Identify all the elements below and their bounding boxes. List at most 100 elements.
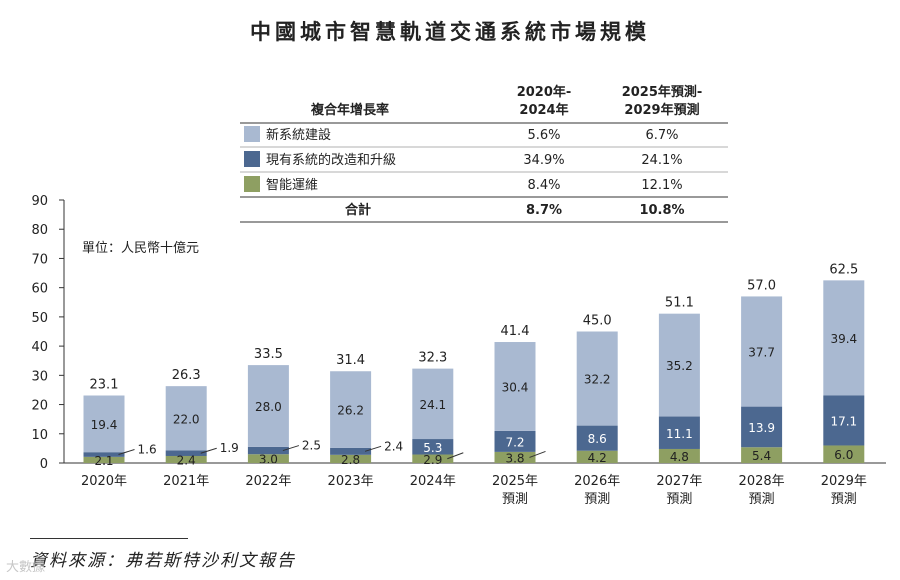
data-label-maintenance: 5.4 bbox=[752, 449, 771, 463]
cagr-col2-header-line2: 2029年預測 bbox=[624, 102, 699, 118]
data-label-upgrade: 1.6 bbox=[138, 443, 157, 457]
legend-swatch bbox=[244, 126, 260, 142]
bar-segment-new-build bbox=[823, 280, 865, 396]
legend-swatch bbox=[244, 151, 260, 167]
bar-segment-new-build bbox=[330, 371, 372, 448]
bars bbox=[83, 280, 865, 463]
data-label-new-build: 26.2 bbox=[337, 404, 364, 418]
source-divider bbox=[30, 538, 188, 539]
data-label-upgrade: 2.4 bbox=[384, 439, 403, 453]
data-label-new-build: 39.4 bbox=[830, 332, 857, 346]
cagr-total-2020-2024: 8.7% bbox=[526, 203, 562, 218]
data-label-total: 57.0 bbox=[747, 278, 776, 293]
y-tick-label: 80 bbox=[31, 223, 48, 238]
y-tick-label: 90 bbox=[31, 194, 48, 209]
bar-segment-maintenance bbox=[83, 456, 125, 463]
data-label-upgrade: 2.5 bbox=[302, 439, 321, 453]
data-label-total: 32.3 bbox=[418, 351, 447, 366]
data-label-upgrade: 7.2 bbox=[505, 435, 524, 449]
cagr-value-2020-2024: 5.6% bbox=[527, 128, 560, 143]
cagr-total-2025-2029: 10.8% bbox=[639, 203, 684, 218]
bar-segment-upgrade bbox=[247, 446, 289, 455]
x-tick-label: 2025年 bbox=[492, 474, 538, 489]
bar-segment-maintenance bbox=[658, 448, 700, 463]
data-label-maintenance: 4.2 bbox=[588, 451, 607, 465]
data-label-upgrade: 5.3 bbox=[423, 441, 442, 455]
legend-swatch bbox=[244, 176, 260, 192]
bar-segment-new-build bbox=[247, 365, 289, 447]
x-tick-sublabel: 預測 bbox=[584, 492, 610, 507]
bar-segment-new-build bbox=[412, 368, 454, 440]
data-label-maintenance: 2.9 bbox=[423, 453, 442, 467]
data-labels: 2.1 1.6 19.4 23.1 2.4 1.9 22.0 26.3 3.0 2.5 28.0 33… bbox=[90, 262, 859, 468]
x-tick-sublabel: 預測 bbox=[831, 492, 857, 507]
chart-title: 中國城市智慧軌道交通系統市場規模 bbox=[250, 20, 650, 44]
x-tick-label: 2023年 bbox=[328, 474, 374, 489]
legend-label: 智能運維 bbox=[266, 178, 318, 193]
watermark: 大數據 bbox=[6, 560, 46, 575]
x-tick-label: 2020年 bbox=[81, 474, 127, 489]
bar-segment-maintenance bbox=[165, 455, 207, 463]
y-tick-label: 10 bbox=[31, 428, 48, 443]
x-tick-label: 2027年 bbox=[656, 474, 702, 489]
data-label-total: 41.4 bbox=[501, 324, 530, 339]
data-label-new-build: 30.4 bbox=[502, 380, 529, 394]
data-label-upgrade: 13.9 bbox=[748, 421, 775, 435]
data-label-upgrade: 11.1 bbox=[666, 427, 693, 441]
data-label-maintenance: 3.8 bbox=[505, 451, 524, 465]
data-label-total: 45.0 bbox=[583, 314, 612, 329]
cagr-table: 複合年增長率 2020年- 2024年 2025年預測- 2029年預測 新系統… bbox=[240, 84, 728, 223]
cagr-table-rows: 新系統建設 5.6% 6.7% 現有系統的改造和升級 34.9% 24.1% 智能運維 8.4… bbox=[240, 126, 728, 193]
x-tick-label: 2024年 bbox=[410, 474, 456, 489]
legend-label: 新系統建設 bbox=[266, 127, 331, 143]
data-label-maintenance: 4.8 bbox=[670, 450, 689, 464]
bar-segment-maintenance bbox=[823, 445, 865, 463]
y-tick-label: 60 bbox=[31, 282, 48, 297]
data-label-total: 23.1 bbox=[90, 377, 119, 392]
y-tick-label: 20 bbox=[31, 399, 48, 414]
bar-segment-upgrade bbox=[823, 395, 865, 446]
leader-line bbox=[447, 452, 464, 460]
data-label-new-build: 19.4 bbox=[91, 418, 118, 432]
bar-segment-new-build bbox=[658, 313, 700, 417]
y-tick-label: 40 bbox=[31, 340, 48, 355]
bar-segment-upgrade bbox=[330, 447, 372, 455]
bar-segment-upgrade bbox=[494, 430, 536, 452]
cagr-value-2020-2024: 34.9% bbox=[523, 153, 564, 168]
bar-segment-upgrade bbox=[741, 406, 783, 448]
data-label-new-build: 32.2 bbox=[584, 373, 611, 387]
cagr-col2-header-line1: 2025年預測- bbox=[622, 84, 703, 100]
data-label-maintenance: 2.4 bbox=[177, 453, 196, 467]
x-tick-label: 2029年 bbox=[821, 474, 867, 489]
y-tick-label: 50 bbox=[31, 311, 48, 326]
leader-line bbox=[200, 447, 217, 454]
bar-segment-new-build bbox=[83, 395, 125, 453]
bar-segment-upgrade bbox=[165, 450, 207, 456]
cagr-value-2025-2029: 24.1% bbox=[641, 153, 682, 168]
x-tick-label: 2028年 bbox=[739, 474, 785, 489]
x-tick-label: 2022年 bbox=[245, 474, 291, 489]
leader-line bbox=[529, 450, 546, 458]
bar-segment-upgrade bbox=[658, 416, 700, 449]
unit-label: 單位：人民幣十億元 bbox=[82, 240, 199, 256]
cagr-table-header-label: 複合年增長率 bbox=[310, 102, 389, 118]
bar-segment-new-build bbox=[165, 386, 207, 451]
legend-label: 現有系統的改造和升級 bbox=[266, 152, 396, 168]
bar-segment-maintenance bbox=[412, 454, 454, 463]
cagr-col1-header-line2: 2024年 bbox=[519, 102, 568, 118]
cagr-value-2025-2029: 12.1% bbox=[641, 178, 682, 193]
y-tick-label: 70 bbox=[31, 252, 48, 267]
x-tick-sublabel: 預測 bbox=[749, 492, 775, 507]
data-label-total: 33.5 bbox=[254, 347, 283, 362]
bar-segment-maintenance bbox=[741, 447, 783, 463]
cagr-col1-header-line1: 2020年- bbox=[517, 84, 572, 100]
cagr-value-2020-2024: 8.4% bbox=[527, 178, 560, 193]
data-label-upgrade: 8.6 bbox=[588, 432, 607, 446]
data-label-maintenance: 6.0 bbox=[834, 448, 853, 462]
y-tick-label: 0 bbox=[40, 457, 48, 472]
bar-segment-new-build bbox=[576, 331, 618, 426]
data-label-total: 31.4 bbox=[336, 353, 365, 368]
data-label-maintenance: 2.1 bbox=[94, 454, 113, 468]
